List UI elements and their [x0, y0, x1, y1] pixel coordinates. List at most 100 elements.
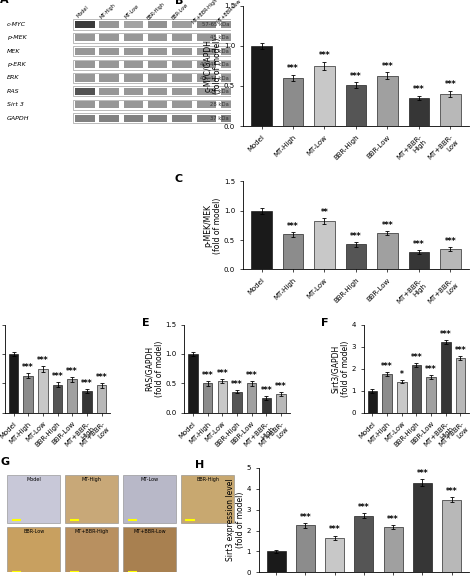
- Text: ***: ***: [275, 382, 287, 391]
- Bar: [73, 20, 243, 29]
- Text: ***: ***: [455, 346, 466, 355]
- Bar: [221, 34, 240, 42]
- Bar: [247, 383, 256, 413]
- Text: ***: ***: [329, 525, 340, 535]
- Text: ***: ***: [319, 51, 330, 61]
- Bar: [100, 88, 119, 95]
- Text: ***: ***: [358, 503, 370, 512]
- Bar: [124, 75, 143, 81]
- Bar: [383, 374, 392, 413]
- Bar: [75, 61, 95, 68]
- Text: MT-Low: MT-Low: [140, 477, 159, 482]
- Text: MT+BBR-High: MT+BBR-High: [74, 529, 109, 535]
- Text: ***: ***: [350, 72, 362, 80]
- Text: MT+BBR-Low: MT+BBR-Low: [216, 0, 242, 24]
- Bar: [172, 88, 191, 95]
- Bar: [100, 61, 119, 68]
- Text: **: **: [320, 208, 328, 217]
- Bar: [172, 21, 191, 28]
- Text: ***: ***: [217, 369, 228, 377]
- Bar: [442, 499, 461, 572]
- Bar: [427, 377, 436, 413]
- Bar: [100, 75, 119, 81]
- Text: ***: ***: [96, 373, 107, 381]
- Bar: [75, 75, 95, 81]
- Bar: [82, 391, 91, 413]
- Bar: [197, 75, 216, 81]
- Bar: [100, 21, 119, 28]
- Bar: [148, 21, 167, 28]
- Bar: [441, 342, 451, 413]
- Text: ***: ***: [382, 362, 393, 372]
- Bar: [197, 47, 216, 55]
- Text: 57-65 kDa: 57-65 kDa: [202, 22, 229, 27]
- Text: ***: ***: [202, 371, 213, 380]
- Bar: [148, 88, 167, 95]
- Text: H: H: [195, 460, 205, 469]
- Text: ***: ***: [440, 330, 452, 339]
- Bar: [148, 34, 167, 42]
- Bar: [314, 66, 335, 126]
- Bar: [53, 384, 62, 413]
- Text: 42, 44 kDa: 42, 44 kDa: [201, 62, 229, 67]
- Bar: [172, 114, 191, 121]
- Bar: [412, 365, 421, 413]
- Text: 45 kDa: 45 kDa: [210, 35, 229, 40]
- Bar: [148, 47, 167, 55]
- Bar: [75, 101, 95, 108]
- Text: MT-High: MT-High: [82, 477, 101, 482]
- Bar: [325, 538, 344, 572]
- Text: c-MYC: c-MYC: [7, 22, 26, 27]
- Bar: [221, 75, 240, 81]
- Bar: [346, 244, 366, 269]
- Bar: [221, 101, 240, 108]
- Bar: [221, 88, 240, 95]
- Bar: [197, 88, 216, 95]
- Bar: [100, 47, 119, 55]
- Text: Sirt 3: Sirt 3: [7, 102, 24, 107]
- Text: ***: ***: [445, 237, 456, 246]
- Text: ***: ***: [382, 221, 393, 229]
- Bar: [197, 21, 216, 28]
- Bar: [9, 354, 18, 413]
- Bar: [75, 47, 95, 55]
- Text: ***: ***: [300, 513, 311, 521]
- Text: ***: ***: [81, 379, 92, 388]
- Bar: [73, 33, 243, 43]
- Text: BBR-Low: BBR-Low: [171, 2, 190, 20]
- Text: RAS: RAS: [7, 89, 19, 94]
- Bar: [262, 398, 271, 413]
- Text: ***: ***: [287, 64, 299, 73]
- Text: C: C: [175, 174, 183, 184]
- Bar: [124, 34, 143, 42]
- Bar: [124, 101, 143, 108]
- Text: 21 kDa: 21 kDa: [210, 89, 229, 94]
- Bar: [456, 358, 465, 413]
- Text: ***: ***: [350, 232, 362, 241]
- Bar: [197, 61, 216, 68]
- Bar: [100, 101, 119, 108]
- Text: MT-High: MT-High: [99, 2, 116, 20]
- Bar: [124, 88, 143, 95]
- Text: Model: Model: [27, 477, 41, 482]
- Text: GAPDH: GAPDH: [7, 116, 29, 121]
- Text: E: E: [142, 317, 150, 328]
- Bar: [97, 385, 106, 413]
- Bar: [251, 210, 272, 269]
- Bar: [346, 85, 366, 126]
- Bar: [148, 114, 167, 121]
- Bar: [73, 113, 243, 123]
- Text: A: A: [0, 0, 9, 5]
- Bar: [73, 73, 243, 83]
- Bar: [148, 75, 167, 81]
- Bar: [377, 76, 398, 126]
- Text: ***: ***: [445, 80, 456, 90]
- Text: ***: ***: [410, 353, 422, 362]
- Bar: [218, 381, 227, 413]
- Text: ***: ***: [246, 371, 257, 380]
- Bar: [276, 394, 286, 413]
- Text: MT+BBR-Low: MT+BBR-Low: [133, 529, 166, 535]
- Text: ***: ***: [22, 364, 34, 372]
- Bar: [283, 234, 303, 269]
- Text: ***: ***: [261, 386, 272, 395]
